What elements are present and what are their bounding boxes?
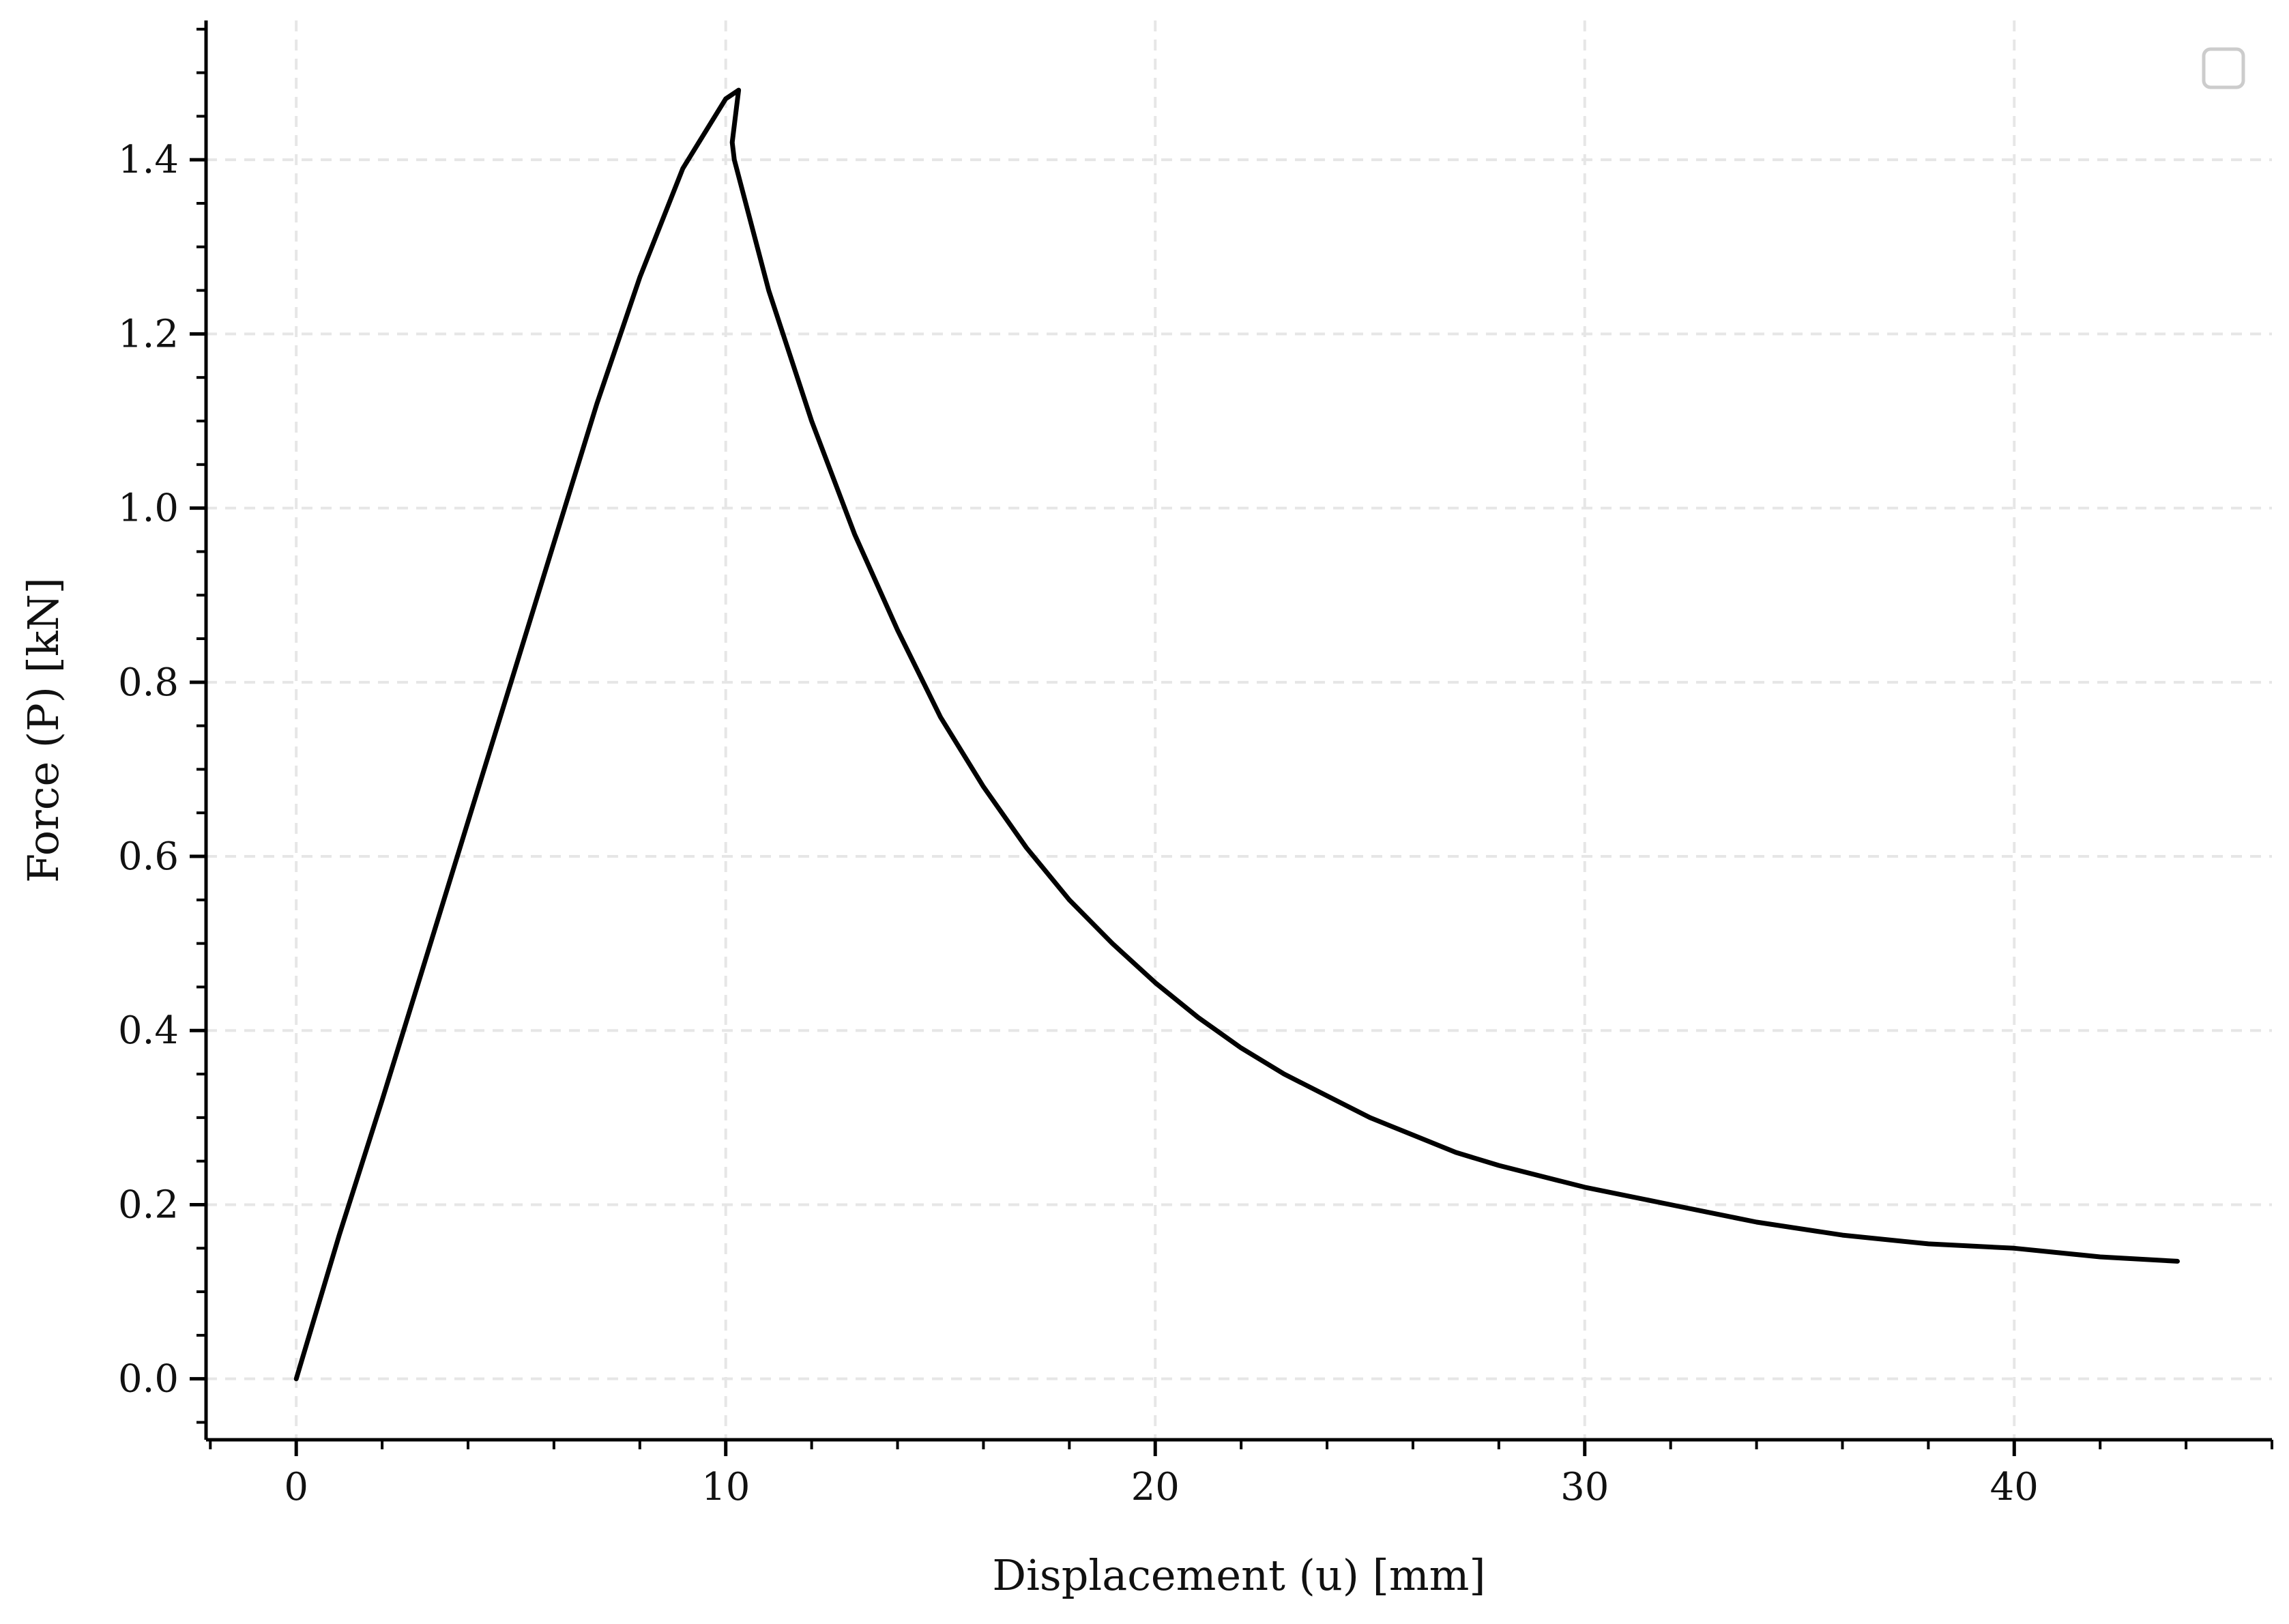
x-tick-label-4: 40 <box>1990 1465 2039 1509</box>
x-tick-label-2: 20 <box>1131 1465 1180 1509</box>
series-line-0 <box>293 87 2180 1382</box>
y-tick-label-2: 0.4 <box>118 1009 179 1053</box>
ticks: 0 10 20 30 40 0.0 0.2 0.4 0.6 0.8 1.0 1.2 1.4 <box>118 27 2273 1509</box>
y-tick-label-0: 0.0 <box>118 1357 179 1402</box>
x-axis-title: Displacement (u) [mm] <box>992 1550 1485 1600</box>
grid <box>206 20 2272 1440</box>
y-tick-label-7: 1.4 <box>118 138 179 182</box>
y-tick-label-5: 1.0 <box>118 487 179 531</box>
x-tick-label-0: 0 <box>284 1465 308 1509</box>
y-tick-label-3: 0.6 <box>118 835 179 879</box>
x-tick-label-3: 30 <box>1560 1465 1609 1509</box>
x-tick-label-1: 10 <box>701 1465 750 1509</box>
y-tick-label-4: 0.8 <box>118 661 179 705</box>
y-axis-title: Force (P) [kN] <box>18 577 68 883</box>
y-tick-label-6: 1.2 <box>118 312 179 356</box>
axes <box>204 20 2272 1442</box>
legend-box <box>2202 47 2245 89</box>
y-tick-label-1: 0.2 <box>118 1183 179 1227</box>
series-layer <box>293 87 2180 1382</box>
